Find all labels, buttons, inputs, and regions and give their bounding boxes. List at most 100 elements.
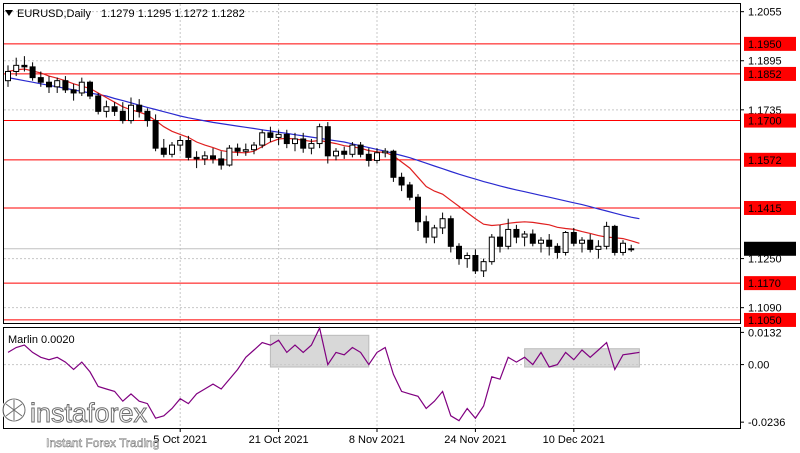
indicator-tick-label: 0.0132: [748, 327, 782, 339]
candle-body: [374, 152, 380, 161]
candle-body: [456, 245, 462, 260]
candle: [70, 83, 77, 101]
candle-body: [201, 155, 208, 160]
candle: [144, 108, 151, 127]
candle-body: [46, 81, 52, 88]
candle-body: [21, 64, 28, 68]
candle: [456, 243, 462, 265]
candle-body: [464, 255, 471, 260]
candle-body: [210, 155, 216, 160]
candle-body: [283, 133, 290, 145]
candle-body: [226, 147, 233, 166]
candle: [226, 145, 233, 167]
candle-body: [341, 150, 348, 155]
candle: [136, 99, 143, 118]
candle: [439, 212, 446, 235]
candle: [472, 249, 479, 274]
candle: [521, 230, 528, 247]
ma-slow-line: [7, 77, 640, 220]
level-price-label: 1.1170: [748, 278, 781, 290]
y-tick-label: 1.2055: [748, 7, 782, 19]
candle-body: [160, 147, 167, 155]
candle: [259, 129, 266, 149]
candle-body: [398, 176, 405, 186]
candle-body: [521, 233, 528, 238]
candle: [87, 80, 93, 100]
candle: [480, 258, 487, 277]
level-price-box: [744, 312, 796, 327]
candle: [242, 143, 249, 156]
indicator-tick-label: 0.00: [748, 360, 769, 372]
candle: [390, 149, 397, 182]
candle: [423, 215, 430, 244]
level-price-box: [744, 276, 796, 291]
candle: [185, 135, 192, 161]
candle: [292, 132, 298, 152]
candle-body: [603, 225, 610, 247]
level-price-label: 1.1415: [748, 203, 782, 215]
candle: [382, 148, 389, 158]
candle-body: [234, 147, 241, 152]
candle: [46, 76, 52, 93]
y-tick-label: 1.1250: [748, 254, 782, 266]
candle: [546, 234, 553, 256]
candle-body: [152, 120, 159, 149]
candle: [497, 224, 503, 253]
candle: [111, 102, 118, 116]
candle: [267, 126, 274, 143]
candle-body: [128, 104, 134, 122]
marlin-highlight-box: [269, 334, 370, 368]
candle: [193, 151, 200, 169]
candle-body: [177, 139, 184, 146]
candle-body: [439, 218, 446, 229]
candle: [177, 135, 184, 152]
candle-body: [423, 221, 430, 238]
current-price-label: 1.1282: [748, 244, 782, 256]
candle: [513, 224, 520, 244]
level-price-label: 1.1572: [748, 155, 782, 167]
candle: [505, 218, 512, 250]
candle: [160, 138, 167, 158]
candle: [324, 122, 331, 164]
candle-body: [29, 66, 36, 79]
candle-body: [292, 138, 298, 145]
candle-body: [357, 144, 364, 155]
candle: [620, 240, 626, 256]
candle-body: [95, 95, 102, 112]
x-tick-label: 10 Dec 2021: [543, 434, 605, 446]
candle-body: [218, 158, 225, 166]
candle: [406, 181, 413, 201]
candle: [210, 148, 216, 164]
x-tick-label: 21 Oct 2021: [249, 434, 309, 446]
y-tick-label: 1.1090: [748, 303, 782, 315]
candle: [29, 62, 36, 81]
candle-body: [480, 261, 487, 272]
candle: [349, 142, 356, 158]
candle: [13, 57, 20, 77]
price-panel-frame: [3, 3, 741, 324]
candle-body: [595, 245, 602, 250]
candle: [447, 215, 454, 253]
watermark-tagline: Instant Forex Trading: [46, 436, 159, 450]
level-price-label: 1.1852: [748, 69, 782, 81]
candle-body: [300, 138, 307, 149]
level-price-label: 1.1050: [748, 315, 782, 327]
marlin-indicator: [4, 326, 740, 422]
candle-body: [275, 133, 282, 138]
triangle-down-icon[interactable]: [5, 10, 13, 16]
candle: [595, 240, 602, 259]
candle-body: [546, 239, 553, 247]
candle-body: [538, 239, 544, 244]
candle-body: [87, 81, 93, 97]
candle: [529, 229, 536, 247]
candle: [201, 151, 208, 166]
candle: [119, 102, 126, 124]
candle: [251, 142, 257, 155]
candle-body: [308, 143, 315, 149]
watermark: instaforex Instant Forex Trading: [1, 397, 160, 450]
candle-body: [103, 106, 110, 112]
current-price-box: [744, 241, 796, 256]
candle: [95, 92, 102, 115]
candle: [341, 146, 348, 159]
y-tick-label: 1.1895: [748, 56, 782, 68]
